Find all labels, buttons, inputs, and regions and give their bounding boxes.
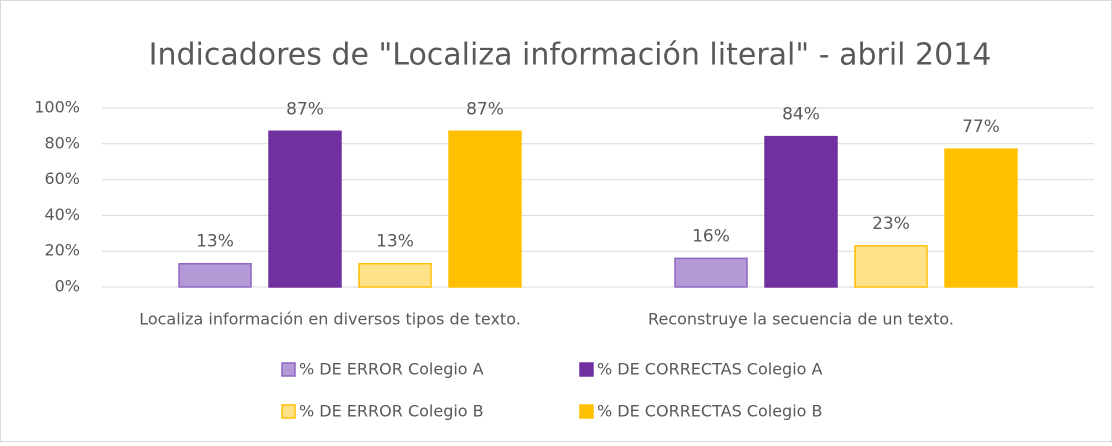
value-label: 84%: [782, 105, 820, 125]
bar: [944, 148, 1018, 288]
value-label: 77%: [962, 117, 1000, 137]
legend-label: % DE CORRECTAS Colegio B: [597, 402, 823, 421]
bar: [358, 262, 432, 288]
bar: [854, 245, 928, 288]
value-label: 16%: [692, 226, 730, 246]
value-label: 87%: [466, 99, 504, 119]
x-tick-label: Localiza información en diversos tipos d…: [139, 310, 521, 329]
legend-swatch: [281, 362, 296, 377]
legend-swatch: [281, 404, 296, 419]
bar: [178, 262, 252, 288]
chart-title: Indicadores de "Localiza información lit…: [149, 38, 992, 73]
legend-swatch: [579, 362, 594, 377]
y-tick-label: 80%: [44, 133, 80, 152]
bar: [674, 257, 748, 288]
value-label: 23%: [872, 214, 910, 234]
y-tick-label: 60%: [44, 169, 80, 188]
legend-label: % DE ERROR Colegio A: [299, 360, 484, 379]
y-tick-label: 20%: [44, 241, 80, 260]
bar: [764, 135, 838, 288]
legend-label: % DE CORRECTAS Colegio A: [597, 360, 823, 379]
value-label: 13%: [196, 232, 234, 252]
y-tick-label: 0%: [55, 277, 80, 296]
x-tick-label: Reconstruye la secuencia de un texto.: [648, 310, 954, 329]
y-tick-label: 40%: [44, 205, 80, 224]
bar: [448, 130, 522, 288]
value-label: 87%: [286, 99, 324, 119]
bar: [268, 130, 342, 288]
value-label: 13%: [376, 232, 414, 252]
legend-swatch: [579, 404, 594, 419]
y-tick-label: 100%: [34, 98, 80, 117]
legend-label: % DE ERROR Colegio B: [299, 402, 484, 421]
